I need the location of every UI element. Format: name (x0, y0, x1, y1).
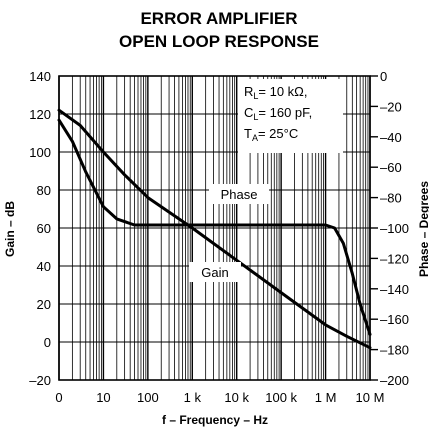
x-tick-label: 100 k (265, 390, 297, 405)
x-axis-label: f – Frequency – Hz (162, 413, 268, 427)
chart-title-line-1: ERROR AMPLIFIER (140, 9, 297, 28)
x-tick-label: 1 k (184, 390, 202, 405)
y2-tick-label: –40 (380, 130, 402, 145)
y2-tick-label: –60 (380, 160, 402, 175)
y2-axis-label: Phase – Degrees (417, 181, 429, 277)
y2-tick-label: –100 (380, 221, 409, 236)
right-axis-ticks: –200–180–160–140–120–100–80–60–40–200 (370, 69, 409, 388)
y-axis-label: Gain – dB (3, 201, 17, 257)
y-tick-label: 20 (37, 297, 51, 312)
y-tick-label: 140 (29, 69, 51, 84)
phase-label-background (209, 184, 269, 204)
y2-tick-label: –180 (380, 343, 409, 358)
phase-series-line (57, 118, 372, 336)
left-axis-ticks: –20 0 20 40 60 80 100 120 140 (29, 69, 51, 388)
x-tick-label: 1 M (315, 390, 337, 405)
y-tick-label: –20 (29, 373, 51, 388)
chart-title-line-2: OPEN LOOP RESPONSE (119, 32, 319, 51)
y2-tick-label: –120 (380, 251, 409, 266)
gain-series-label: Gain (201, 265, 228, 280)
y2-tick-label: 0 (380, 69, 387, 84)
y2-tick-label: –20 (380, 99, 402, 114)
x-tick-label: 100 (137, 390, 159, 405)
y2-tick-label: –160 (380, 312, 409, 327)
gain-series-line (57, 108, 372, 350)
y-tick-label: 60 (37, 221, 51, 236)
condition-rl: RL= 10 kΩ, (244, 84, 308, 101)
x-tick-label: 10 k (224, 390, 249, 405)
y-tick-label: 0 (44, 335, 51, 350)
x-axis-ticks: 0 10 100 1 k 10 k 100 k 1 M 10 M (55, 390, 384, 405)
y2-tick-label: –140 (380, 282, 409, 297)
y-tick-label: 120 (29, 107, 51, 122)
y2-tick-label: –200 (380, 373, 409, 388)
condition-ta: TA= 25°C (244, 126, 298, 143)
y-tick-label: 100 (29, 145, 51, 160)
y2-tick-label: –80 (380, 191, 402, 206)
conditions-box-background (238, 79, 343, 153)
y-tick-label: 40 (37, 259, 51, 274)
x-tick-label: 10 M (356, 390, 385, 405)
x-tick-label: 10 (96, 390, 110, 405)
phase-series-label: Phase (221, 187, 258, 202)
condition-cl: CL= 160 pF, (244, 105, 312, 122)
gain-label-background (189, 262, 241, 282)
x-tick-label: 0 (55, 390, 62, 405)
y-tick-label: 80 (37, 183, 51, 198)
